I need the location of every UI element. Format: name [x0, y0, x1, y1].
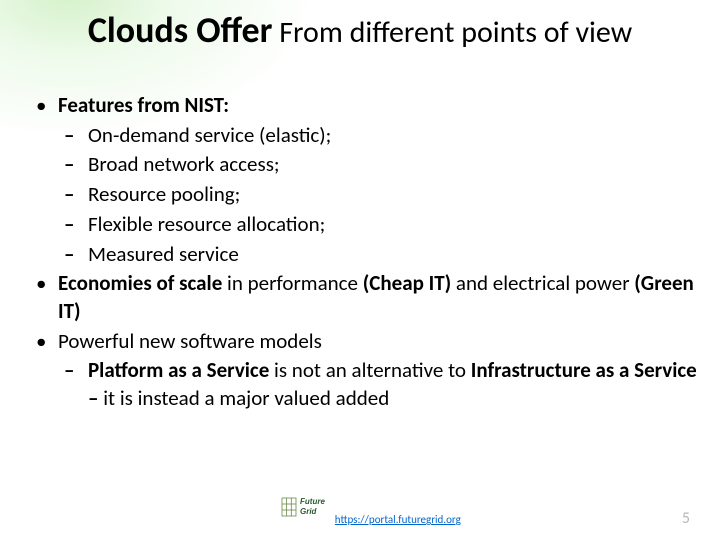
bullet-1-text: Features from NIST: — [58, 92, 229, 118]
sub-bullet-1-2: Broad network access; — [58, 151, 704, 179]
logo-text-bottom: Grid — [300, 507, 318, 516]
logo-text-top: Future — [300, 497, 325, 506]
futuregrid-logo: Future Grid — [280, 492, 334, 520]
bullet-2-p4: and electrical power — [451, 270, 634, 296]
slide-body: Features from NIST: On-demand service (e… — [30, 92, 704, 415]
sub-bullet-1-5: Measured service — [58, 241, 704, 269]
bullet-3: Powerful new software models Platform as… — [30, 328, 704, 413]
bullet-1: Features from NIST: On-demand service (e… — [30, 92, 704, 268]
title-sub: From different points of view — [272, 14, 632, 51]
sub-bullet-1-3: Resource pooling; — [58, 181, 704, 209]
footer-url-link[interactable]: https://portal.futuregrid.org — [335, 513, 461, 526]
title-main: Clouds Offer — [88, 8, 273, 52]
bullet-2-p3: (Cheap IT) — [363, 270, 451, 296]
bullet-2-p2: in performance — [222, 270, 362, 296]
sub-bullet-1-4: Flexible resource allocation; — [58, 211, 704, 239]
sub3-p2: is not an alternative to — [269, 357, 470, 383]
sub3-p4: it is instead a major valued added — [98, 385, 389, 411]
bullet-2-p1: Economies of scale — [58, 270, 222, 296]
bullet-2: Economies of scale in performance (Cheap… — [30, 270, 704, 325]
slide-title: Clouds Offer From different points of vi… — [0, 8, 720, 52]
page-number: 5 — [682, 509, 690, 528]
bullet-3-text: Powerful new software models — [58, 328, 322, 354]
sub-bullet-3-1: Platform as a Service is not an alternat… — [58, 357, 704, 412]
sub3-p1: Platform as a Service — [88, 357, 269, 383]
sub-bullet-1-1: On-demand service (elastic); — [58, 122, 704, 150]
